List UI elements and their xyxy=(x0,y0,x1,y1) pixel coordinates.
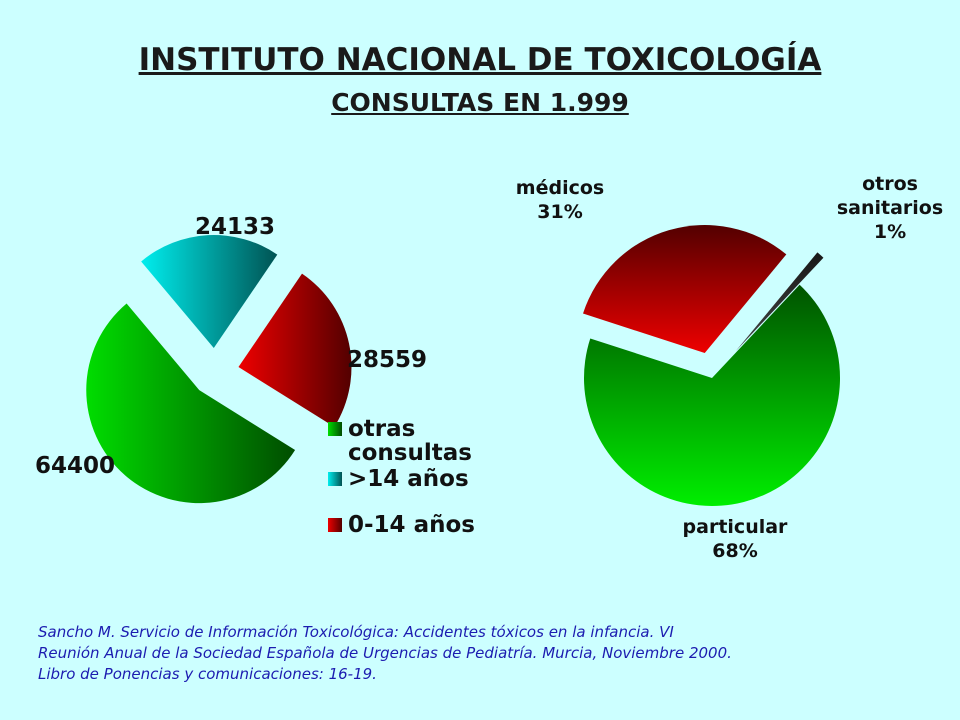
slice-value-label: 68% xyxy=(712,540,758,562)
slice-category: particular xyxy=(682,516,788,538)
legend-swatch xyxy=(328,472,342,486)
legend-label: otras consultas xyxy=(348,416,472,466)
pie-slice xyxy=(86,303,296,504)
slice-category: médicos xyxy=(515,177,605,199)
source-line: Libro de Ponencias y comunicaciones: 16-… xyxy=(38,665,377,683)
source-line: Reunión Anual de la Sociedad Española de… xyxy=(38,644,732,662)
legend-label: >14 años xyxy=(348,466,469,492)
pie-slice xyxy=(238,273,352,427)
pie-slice xyxy=(141,235,278,349)
title: INSTITUTO NACIONAL DE TOXICOLOGÍA xyxy=(138,42,822,78)
legend-label: 0-14 años xyxy=(348,512,475,538)
slice-category: otros sanitarios xyxy=(836,173,944,219)
pie-slice xyxy=(583,284,840,506)
source-line: Sancho M. Servicio de Información Toxico… xyxy=(38,623,674,641)
subtitle: CONSULTAS EN 1.999 xyxy=(331,88,629,117)
legend-swatch xyxy=(328,518,342,532)
pie-slice xyxy=(583,225,787,354)
pie-slice xyxy=(735,252,824,351)
slice-value-label: 64400 xyxy=(34,453,116,479)
slice-value-label: 1% xyxy=(873,221,907,243)
slice-value-label: 28559 xyxy=(346,347,428,373)
slice-value-label: 24133 xyxy=(194,214,276,240)
slice-value-label: 31% xyxy=(537,201,583,223)
legend-swatch xyxy=(328,422,342,436)
